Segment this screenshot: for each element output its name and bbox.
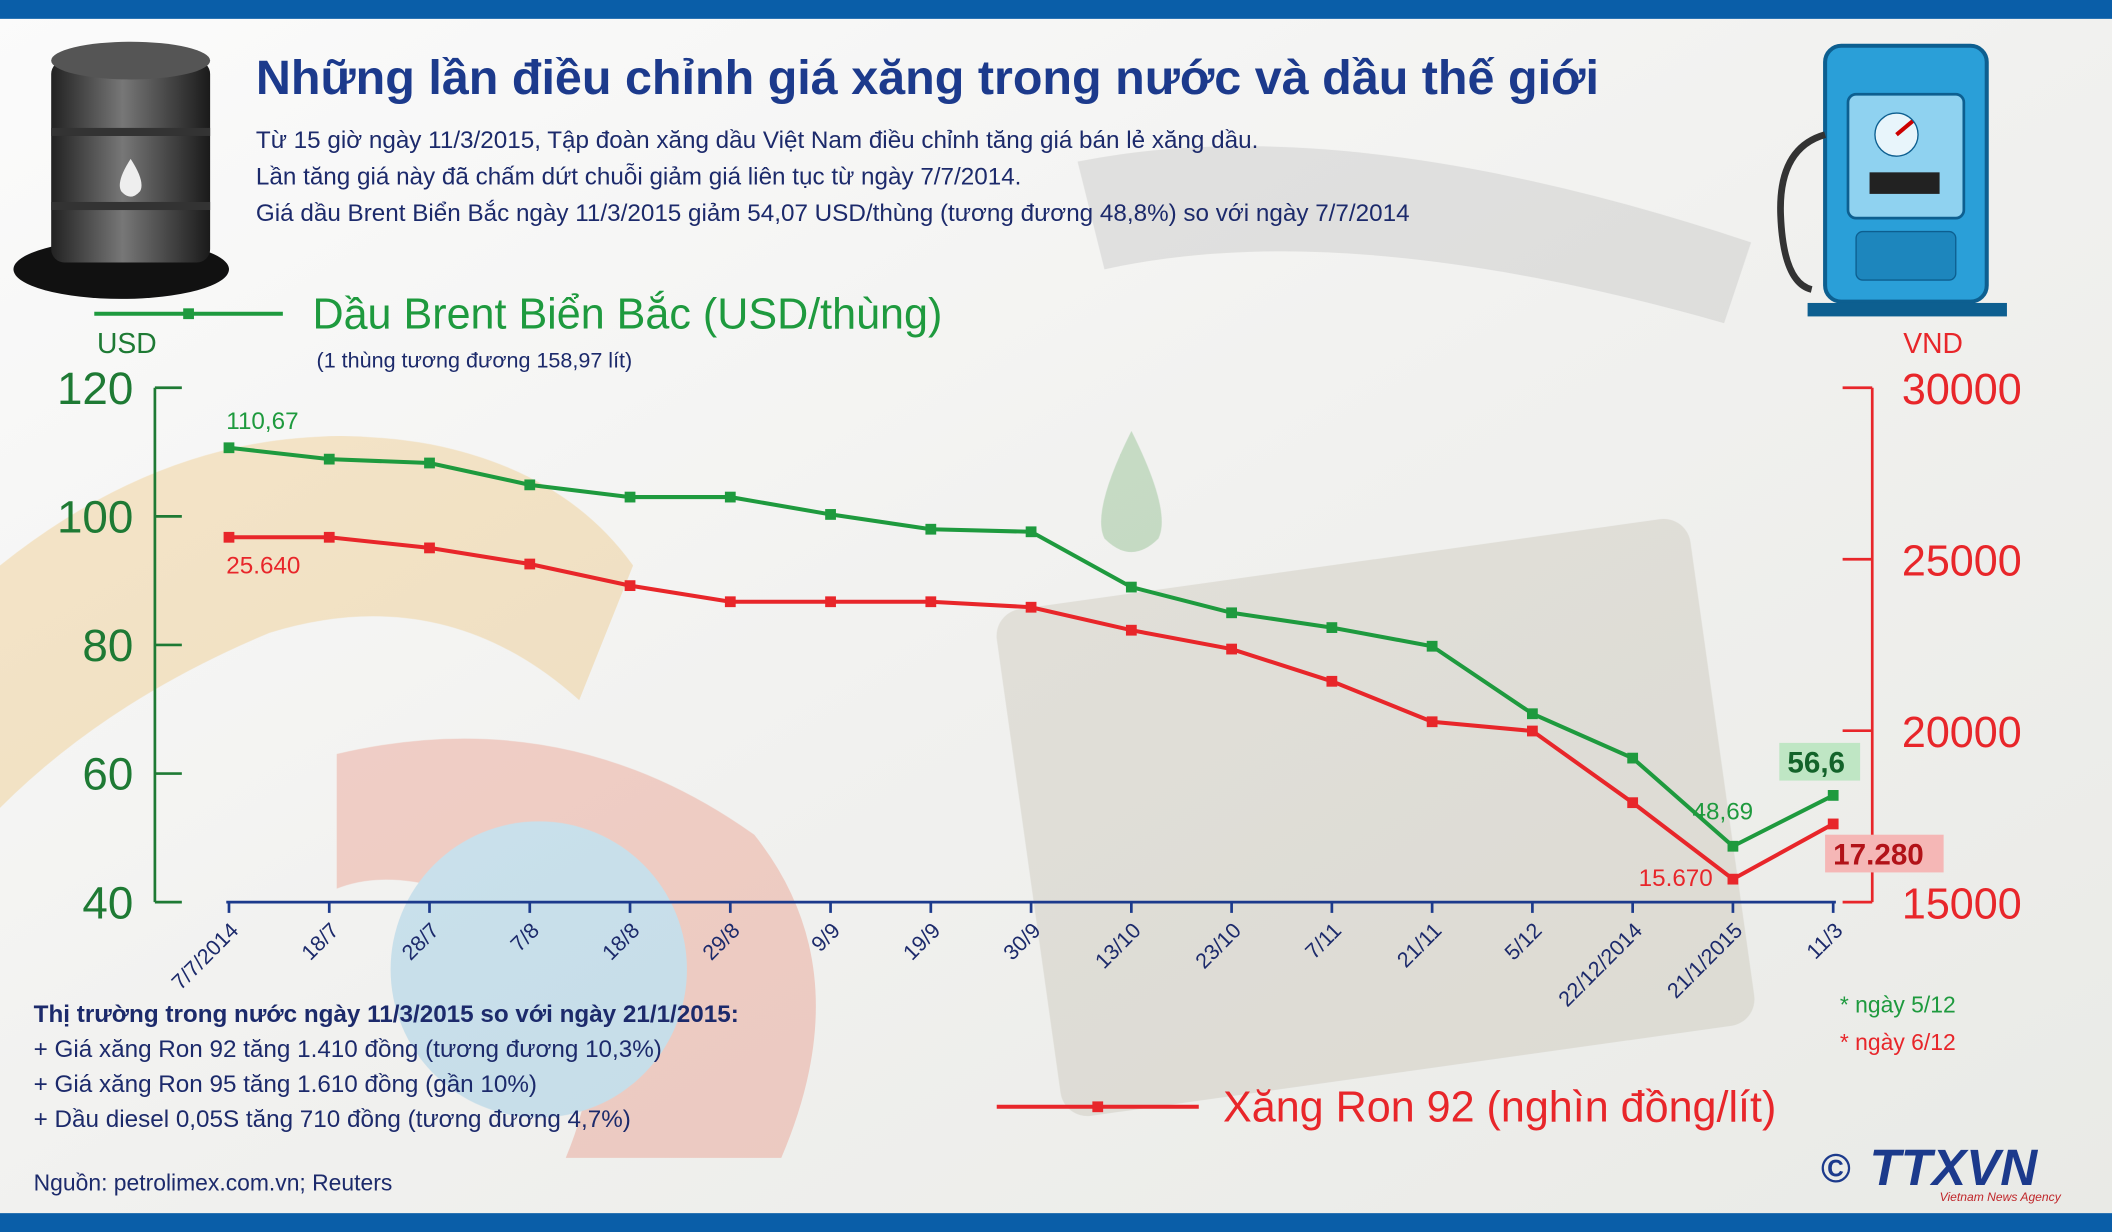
y2-tick-label: 25000 [1902, 537, 2022, 585]
point-marker [1025, 526, 1037, 538]
point-marker [323, 531, 335, 543]
y2-tick-label: 20000 [1902, 709, 2022, 757]
value-label: 17.280 [1833, 838, 1924, 871]
point-marker [424, 542, 435, 554]
y-tick-label: 80 [82, 620, 133, 671]
value-label: 15.670 [1639, 865, 1713, 892]
point-marker [724, 596, 736, 608]
point-marker [1827, 818, 1839, 830]
subtitle-line: Từ 15 giờ ngày 11/3/2015, Tập đoàn xăng … [256, 127, 1258, 154]
footnote: * ngày 5/12 [1840, 992, 1956, 1018]
legend-label: Xăng Ron 92 (nghìn đồng/lít) [1223, 1084, 1776, 1132]
domestic-item: + Giá xăng Ron 95 tăng 1.610 đồng (gần 1… [34, 1071, 537, 1098]
background-decoration [0, 146, 1755, 1158]
value-label-box [1779, 742, 1861, 781]
y-tick-label: 40 [82, 877, 133, 928]
fuel-pump-icon [1777, 43, 2007, 317]
point-marker [223, 442, 235, 454]
logo-name: TTXVN [1870, 1139, 2039, 1196]
y-tick-label: 60 [82, 749, 133, 800]
bottom-stripe [0, 1213, 2112, 1232]
point-marker [424, 457, 435, 469]
point-marker [524, 558, 536, 570]
point-marker [624, 580, 636, 592]
source: Nguồn: petrolimex.com.vn; Reuters [34, 1169, 393, 1195]
point-marker [1125, 581, 1137, 593]
footnote: * ngày 6/12 [1840, 1029, 1956, 1055]
point-marker [1226, 643, 1237, 655]
point-marker [1326, 675, 1338, 687]
point-marker [1727, 840, 1739, 852]
value-label: 25.640 [226, 553, 300, 580]
logo-tagline: Vietnam News Agency [1940, 1190, 2062, 1204]
legend-label: Dầu Brent Biển Bắc (USD/thùng) [312, 291, 942, 339]
point-marker [524, 479, 536, 491]
point-marker [925, 596, 937, 608]
series-note: (1 thùng tương đương 158,97 lít) [317, 349, 633, 373]
chart-title: Những lần điều chỉnh giá xăng trong nước… [256, 51, 1599, 105]
point-marker [1627, 752, 1639, 764]
subtitle-line: Giá dầu Brent Biển Bắc ngày 11/3/2015 gi… [256, 200, 1410, 227]
y-axis-label: USD [97, 327, 157, 359]
value-label: 110,67 [226, 408, 298, 435]
point-marker [1025, 601, 1037, 613]
point-marker [1527, 708, 1538, 720]
point-marker [1727, 873, 1739, 885]
value-label-box [1825, 834, 1944, 873]
point-marker [925, 523, 937, 535]
point-marker [1426, 640, 1438, 652]
domestic-title: Thị trường trong nước ngày 11/3/2015 so … [34, 1001, 739, 1028]
point-marker [825, 596, 836, 608]
point-marker [624, 491, 636, 503]
value-label: 48,69 [1693, 798, 1754, 825]
domestic-item: + Dầu diesel 0,05S tăng 710 đồng (tương … [34, 1106, 631, 1133]
y2-tick-label: 30000 [1902, 366, 2022, 414]
value-label: 56,6 [1787, 747, 1845, 780]
y-tick-label: 120 [57, 363, 133, 414]
point-marker [1326, 622, 1338, 633]
legend-marker [183, 308, 194, 320]
legend-marker [1092, 1101, 1104, 1113]
point-marker [1125, 624, 1137, 636]
point-marker [323, 453, 335, 465]
point-marker [1827, 790, 1839, 801]
logo-mark: © [1821, 1145, 1851, 1191]
y2-axis-label: VND [1903, 327, 1963, 359]
domestic-item: + Giá xăng Ron 92 tăng 1.410 đồng (tương… [34, 1036, 662, 1063]
point-marker [1226, 607, 1237, 619]
y-tick-label: 100 [57, 492, 133, 543]
point-marker [1627, 797, 1639, 809]
subtitle-line: Lần tăng giá này đã chấm dứt chuỗi giảm … [256, 163, 1022, 190]
y2-tick-label: 15000 [1902, 880, 2022, 928]
point-marker [1527, 725, 1538, 737]
oil-barrel-icon [13, 41, 229, 299]
point-marker [724, 491, 736, 503]
point-marker [223, 531, 235, 543]
top-stripe [0, 0, 2112, 19]
point-marker [1426, 716, 1438, 728]
point-marker [825, 509, 836, 520]
